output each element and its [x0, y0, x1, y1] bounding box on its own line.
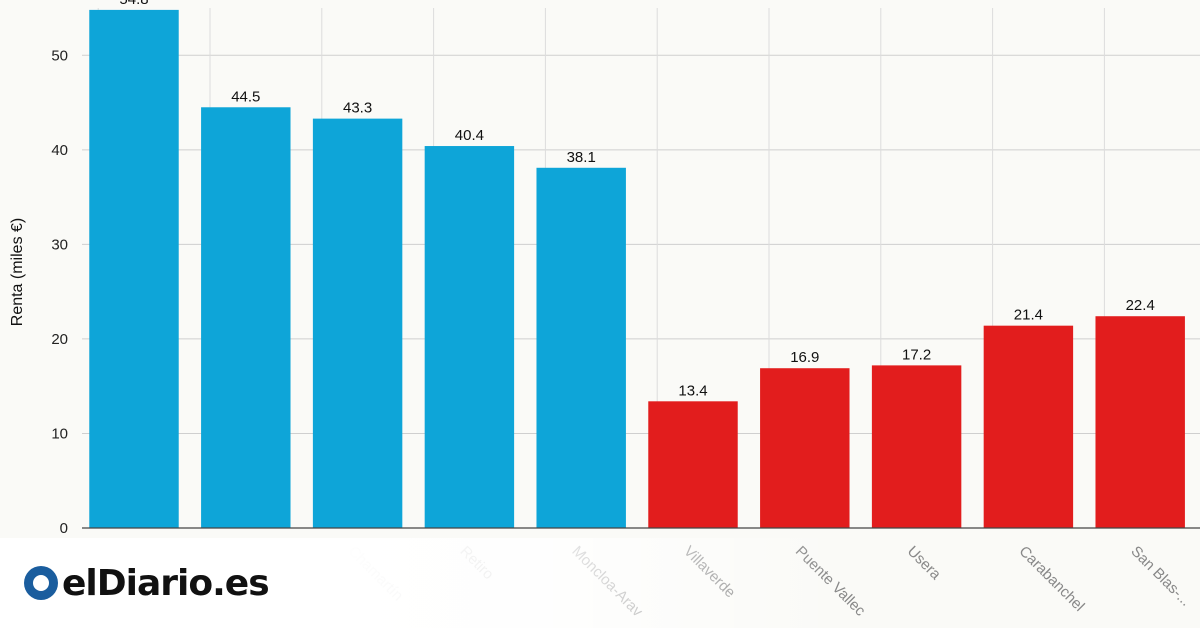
y-tick-label: 40	[51, 142, 68, 159]
value-label: 43.3	[343, 100, 372, 117]
bar	[648, 401, 738, 528]
category-label: Puente Vallec	[792, 543, 869, 620]
brand-logo: elDiario.es	[24, 560, 270, 606]
value-label: 54.8	[119, 0, 148, 8]
category-label: Usera	[904, 543, 945, 584]
category-label: San Blas-...	[1127, 543, 1194, 610]
bar	[983, 325, 1074, 528]
y-tick-label: 30	[51, 236, 68, 253]
category-labels: San... Cha... Chamartín Retiro Moncloa-Arav V…	[121, 543, 1194, 621]
y-axis-ticks: 0 10 20 30 40 50	[51, 47, 68, 537]
value-label: 13.4	[678, 382, 707, 399]
brand-logo-icon	[24, 566, 58, 600]
bar	[201, 107, 291, 528]
y-axis-title: Renta (miles €)	[9, 218, 26, 326]
category-label: Retiro	[457, 543, 497, 583]
bars	[89, 9, 1185, 529]
value-label: 38.1	[567, 149, 596, 166]
bar	[1095, 316, 1185, 528]
value-label: 40.4	[455, 127, 484, 144]
brand-name: elDiario.es	[62, 562, 270, 604]
value-label: 21.4	[1014, 307, 1043, 324]
value-label: 44.5	[231, 88, 260, 105]
value-label: 22.4	[1126, 297, 1155, 314]
bar	[424, 146, 515, 528]
value-label: 17.2	[902, 346, 931, 363]
bar	[536, 167, 626, 529]
category-label: Carabanchel	[1016, 543, 1088, 615]
y-tick-label: 20	[51, 331, 68, 348]
y-tick-label: 0	[60, 520, 68, 537]
y-tick-label: 50	[51, 47, 68, 64]
value-label: 16.9	[790, 349, 819, 366]
y-tick-label: 10	[51, 425, 68, 442]
bar	[760, 368, 850, 528]
category-label: Chamartín	[345, 543, 407, 605]
category-label: Villaverde	[680, 543, 738, 601]
value-labels: 54.8 44.5 43.3 40.4 38.1 13.4 16.9 17.2 21.4 22.4	[119, 0, 1154, 399]
category-label: Moncloa-Arav	[568, 543, 646, 621]
bar	[89, 9, 179, 528]
bar	[312, 118, 403, 529]
bar	[871, 365, 962, 528]
